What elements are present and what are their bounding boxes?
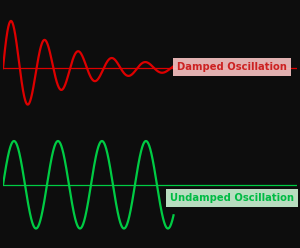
Text: Damped Oscillation: Damped Oscillation <box>177 62 287 72</box>
Text: Undamped Oscillation: Undamped Oscillation <box>170 193 294 203</box>
